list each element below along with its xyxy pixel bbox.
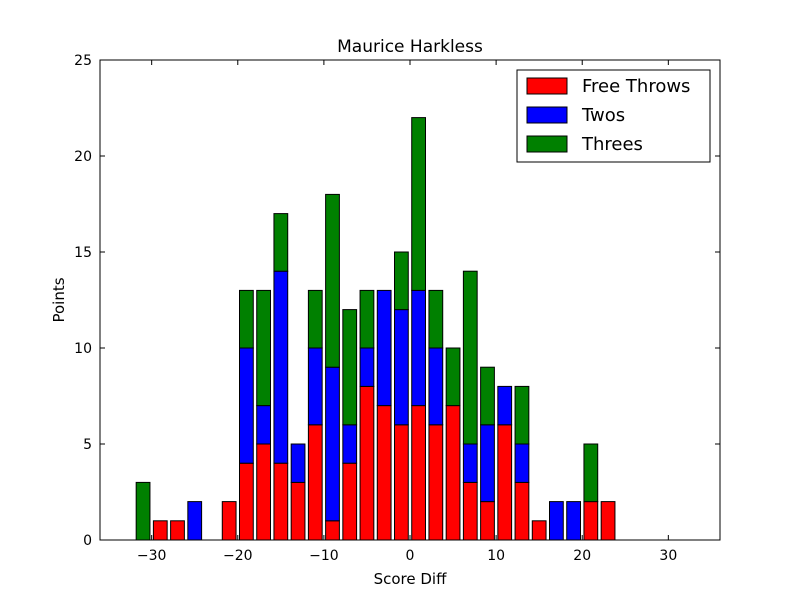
bar-free-throws-21 [514, 481, 530, 541]
legend: Free Throws Twos Threes [516, 69, 711, 163]
legend-label-threes: Threes [581, 134, 643, 155]
y-tick-label: 10 [74, 341, 92, 357]
bar-twos-3 [187, 501, 203, 541]
y-tick-label: 25 [74, 53, 92, 69]
legend-swatch-free-throws [526, 77, 568, 95]
bar-free-throws-7 [273, 462, 289, 541]
axes-frame [99, 59, 721, 541]
bar-twos-19 [480, 424, 495, 503]
bar-twos-13 [376, 289, 392, 407]
x-tick-label: −30 [137, 548, 167, 564]
y-tick-label: 0 [83, 533, 92, 549]
bar-free-throws-1 [152, 520, 168, 541]
bar-free-throws-8 [290, 481, 306, 541]
bar-free-throws-10 [325, 520, 340, 541]
bar-free-throws-22 [531, 520, 547, 541]
x-tick-label: −20 [223, 548, 253, 564]
x-tick-label: 30 [659, 548, 677, 564]
x-tick-label: 10 [487, 548, 505, 564]
bar-free-throws-16 [428, 424, 444, 541]
bar-free-throws-19 [480, 501, 495, 541]
bar-twos-14 [394, 309, 409, 426]
bar-threes-21 [514, 385, 530, 445]
y-tick-label: 5 [83, 437, 92, 453]
legend-label-twos: Twos [581, 105, 625, 126]
bar-threes-16 [428, 289, 444, 349]
legend-swatch-twos [526, 106, 568, 124]
bar-threes-25 [583, 443, 599, 503]
bar-threes-19 [480, 366, 495, 426]
bar-twos-11 [342, 424, 358, 464]
bar-free-throws-9 [307, 424, 323, 541]
bar-twos-18 [462, 443, 478, 483]
bar-free-throws-4 [221, 501, 237, 541]
bar-threes-18 [462, 270, 478, 445]
bar-threes-17 [445, 347, 461, 407]
y-axis-label: Points [50, 277, 68, 322]
x-axis-label: Score Diff [374, 570, 447, 588]
bar-free-throws-17 [445, 405, 461, 541]
bar-free-throws-13 [376, 405, 392, 541]
bar-free-throws-14 [394, 424, 409, 541]
bar-twos-9 [307, 347, 323, 426]
bar-free-throws-26 [600, 501, 616, 541]
bar-free-throws-18 [462, 481, 478, 541]
bar-twos-8 [290, 443, 306, 483]
bar-free-throws-2 [170, 520, 185, 541]
bar-free-throws-5 [239, 462, 254, 541]
chart-title: Maurice Harkless [337, 37, 483, 57]
legend-swatch-threes [526, 135, 568, 153]
bar-threes-12 [359, 289, 375, 349]
bar-threes-10 [325, 193, 340, 368]
bar-twos-10 [325, 366, 340, 522]
bar-twos-21 [514, 443, 530, 483]
bar-threes-11 [342, 309, 358, 426]
bar-twos-5 [239, 347, 254, 464]
legend-label-free-throws: Free Throws [582, 76, 690, 97]
bar-free-throws-12 [359, 385, 375, 541]
bar-free-throws-11 [342, 462, 358, 541]
bar-threes-5 [239, 289, 254, 349]
x-tick-label: 20 [573, 548, 591, 564]
bar-twos-7 [273, 270, 289, 464]
bar-twos-15 [411, 289, 427, 407]
bar-free-throws-15 [411, 405, 427, 541]
bar-twos-20 [497, 385, 513, 426]
bar-twos-23 [549, 501, 564, 541]
x-tick-label: −10 [309, 548, 339, 564]
ticks-group: −30 −20 −10 0 10 20 30 0 5 10 15 20 25 [74, 53, 720, 564]
bar-twos-6 [256, 405, 272, 445]
bar-threes-6 [256, 289, 272, 407]
bar-threes-15 [411, 117, 427, 291]
bar-threes-9 [307, 289, 323, 349]
x-tick-label: 0 [406, 548, 415, 564]
bar-threes-14 [394, 251, 409, 311]
bar-threes-7 [273, 213, 289, 272]
bar-twos-24 [566, 501, 581, 541]
y-tick-label: 20 [74, 149, 92, 165]
bar-free-throws-25 [583, 501, 599, 541]
y-tick-label: 15 [74, 245, 92, 261]
bar-free-throws-6 [256, 443, 272, 541]
bar-free-throws-20 [497, 424, 513, 541]
bar-twos-16 [428, 347, 444, 426]
bar-twos-12 [359, 347, 375, 387]
bar-threes-0 [135, 481, 151, 541]
